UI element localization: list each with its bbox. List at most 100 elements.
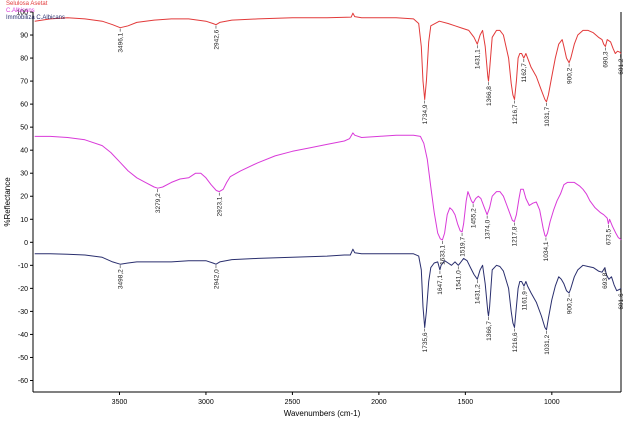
y-tick-label: -40: [18, 332, 28, 339]
peak-annotation: 3279,2: [155, 189, 162, 213]
series-lines: [34, 12, 622, 331]
x-tick-label: 2500: [285, 399, 301, 406]
peak-annotation: 1431,2: [475, 280, 482, 304]
peak-annotations: 3496,1 2942,6 1734,9 1431,1 1366,8 1216,7 1162…: [118, 25, 623, 355]
peak-label: 1734,9: [422, 104, 429, 124]
peak-annotation: 1735,6: [422, 328, 429, 352]
y-tick-label: -20: [18, 286, 28, 293]
peak-label: 1431,1: [475, 49, 482, 69]
peak-annotation: 1366,8: [486, 82, 493, 106]
peak-annotation: 1366,7: [486, 317, 493, 341]
peak-annotation: 1431,1: [475, 45, 482, 69]
peak-label: 3279,2: [155, 193, 162, 213]
legend-entry-immobiliza-c-albicans: Immobiliza C.Albicans: [6, 15, 66, 21]
peak-label: 1034,1: [543, 241, 550, 261]
peak-label: 693,8: [602, 272, 609, 289]
peak-annotation: 1374,0: [484, 215, 491, 240]
series-line-1: [34, 132, 622, 241]
peak-annotation: 1217,8: [512, 222, 519, 246]
peak-annotation: 3498,2: [118, 265, 125, 289]
peak-annotation: 2923,1: [217, 192, 224, 216]
peak-annotation: 601,6: [618, 289, 623, 310]
peak-annotation: 1161,9: [521, 287, 528, 311]
legend-entry-selulosa-asetat: Selulosa Asetat: [6, 1, 48, 7]
peak-label: 1366,7: [486, 321, 493, 341]
y-tick-label: 90: [20, 33, 28, 40]
y-axis-ticks: -60 -50 -40 -30 -20 -10 0 10 20 30 40 50 60 70 80 90 100: [16, 10, 33, 385]
y-tick-label: 40: [20, 148, 28, 155]
x-tick-label: 1500: [458, 399, 474, 406]
peak-label: 1217,8: [512, 226, 519, 246]
peak-label: 1162,7: [521, 63, 528, 83]
x-axis-label: Wavenumbers (cm-1): [284, 409, 361, 418]
peak-label: 900,2: [566, 67, 573, 84]
y-tick-label: -60: [18, 378, 28, 385]
peak-annotation: 1647,1: [437, 270, 444, 295]
peak-annotation: 1734,9: [422, 100, 429, 124]
peak-annotation: 2942,6: [213, 25, 220, 50]
peak-label: 1366,8: [486, 86, 493, 106]
peak-label: 1647,1: [437, 275, 444, 295]
peak-annotation: 1633,1: [440, 241, 447, 265]
peak-label: 1519,7: [459, 237, 466, 257]
x-tick-label: 3000: [198, 399, 214, 406]
peak-label: 1735,6: [422, 332, 429, 352]
peak-label: 1031,2: [544, 334, 551, 354]
peak-label: 2942,6: [213, 29, 220, 49]
peak-annotation: 1519,7: [459, 232, 466, 257]
peak-label: 1216,6: [512, 332, 519, 352]
peak-label: 1216,7: [512, 104, 519, 124]
peak-label: 1541,0: [456, 270, 463, 290]
peak-label: 1455,2: [470, 208, 477, 228]
x-tick-label: 3500: [112, 399, 128, 406]
peak-label: 3496,1: [118, 32, 125, 52]
peak-label: 3498,2: [118, 269, 125, 289]
y-tick-label: 60: [20, 102, 28, 109]
y-tick-label: 20: [20, 194, 28, 201]
peak-annotation: 601,2: [618, 54, 623, 75]
y-tick-label: 10: [20, 217, 28, 224]
peak-label: 900,2: [566, 298, 573, 315]
peak-annotation: 1541,0: [456, 266, 463, 290]
legend: Selulosa Asetat C.Albicans Immobiliza C.…: [6, 1, 65, 22]
peak-annotation: 1162,7: [521, 59, 528, 83]
y-tick-label: 50: [20, 125, 28, 132]
peak-annotation: 1455,2: [470, 204, 477, 228]
y-axis-label: %Reflectance: [3, 177, 12, 227]
y-tick-label: 0: [24, 240, 28, 247]
peak-label: 1374,0: [484, 219, 491, 239]
peak-annotation: 1216,6: [512, 328, 519, 352]
x-tick-label: 1000: [544, 399, 560, 406]
legend-entry-c-albicans: C.Albicans: [6, 8, 35, 14]
peak-label: 690,3: [603, 51, 610, 68]
peak-annotation: 1031,7: [544, 102, 551, 127]
y-tick-label: 30: [20, 171, 28, 178]
peak-annotation: 673,5: [606, 224, 613, 246]
peak-label: 1031,7: [544, 106, 551, 126]
peak-annotation: 3496,1: [118, 28, 125, 53]
y-tick-label: -30: [18, 309, 28, 316]
peak-label: 601,6: [618, 293, 623, 310]
y-tick-label: 70: [20, 79, 28, 86]
peak-label: 1633,1: [440, 245, 447, 265]
peak-annotation: 693,8: [602, 268, 609, 289]
peak-label: 1161,9: [521, 291, 528, 311]
peak-label: 601,2: [618, 58, 623, 75]
y-tick-label: -50: [18, 355, 28, 362]
series-line-2: [34, 248, 622, 331]
peak-label: 2923,1: [217, 196, 224, 216]
peak-label: 673,5: [606, 229, 613, 246]
y-tick-label: 80: [20, 56, 28, 63]
y-tick-label: -10: [18, 263, 28, 270]
peak-annotation: 900,2: [566, 63, 573, 84]
peak-label: 1431,2: [475, 284, 482, 304]
peak-annotation: 900,2: [566, 293, 573, 315]
x-axis-ticks: 3500 3000 2500 2000 1500 1000: [112, 392, 560, 406]
peak-annotation: 1034,1: [543, 237, 550, 261]
x-tick-label: 2000: [371, 399, 387, 406]
y-tick-label: 100: [16, 10, 28, 17]
peak-annotation: 1216,7: [512, 100, 519, 124]
peak-annotation: 690,3: [603, 47, 610, 68]
peak-annotation: 2942,0: [213, 265, 220, 289]
